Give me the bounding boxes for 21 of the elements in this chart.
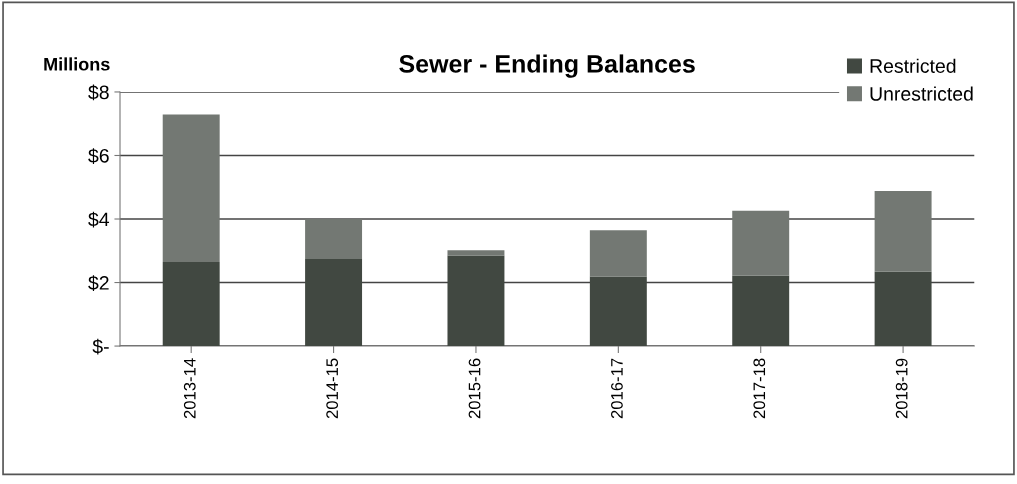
chart-title: Sewer - Ending Balances (399, 54, 695, 78)
y-tick-label: $- (92, 338, 109, 355)
y-tick-label: $6 (88, 148, 109, 164)
y-tick-label: $4 (88, 211, 110, 228)
x-tick-label: 2014-15 (326, 358, 339, 419)
x-tick-label: 2013-14 (183, 358, 196, 419)
bar (305, 219, 363, 260)
legend-label: Unrestricted (870, 86, 973, 101)
x-tick-label: 2018-19 (895, 358, 908, 419)
bar (162, 114, 220, 262)
y-tick-label: $8 (88, 84, 109, 101)
y-axis-title: Millions (44, 57, 110, 71)
bar (447, 250, 505, 256)
x-tick-label: 2017-18 (753, 358, 766, 419)
bar (589, 230, 647, 277)
bar (874, 191, 932, 272)
legend-label: Restricted (870, 58, 956, 73)
x-tick-label: 2015-16 (468, 358, 481, 419)
bar (732, 210, 790, 276)
x-tick-label: 2016-17 (611, 358, 623, 419)
y-tick-label: $2 (88, 275, 109, 291)
